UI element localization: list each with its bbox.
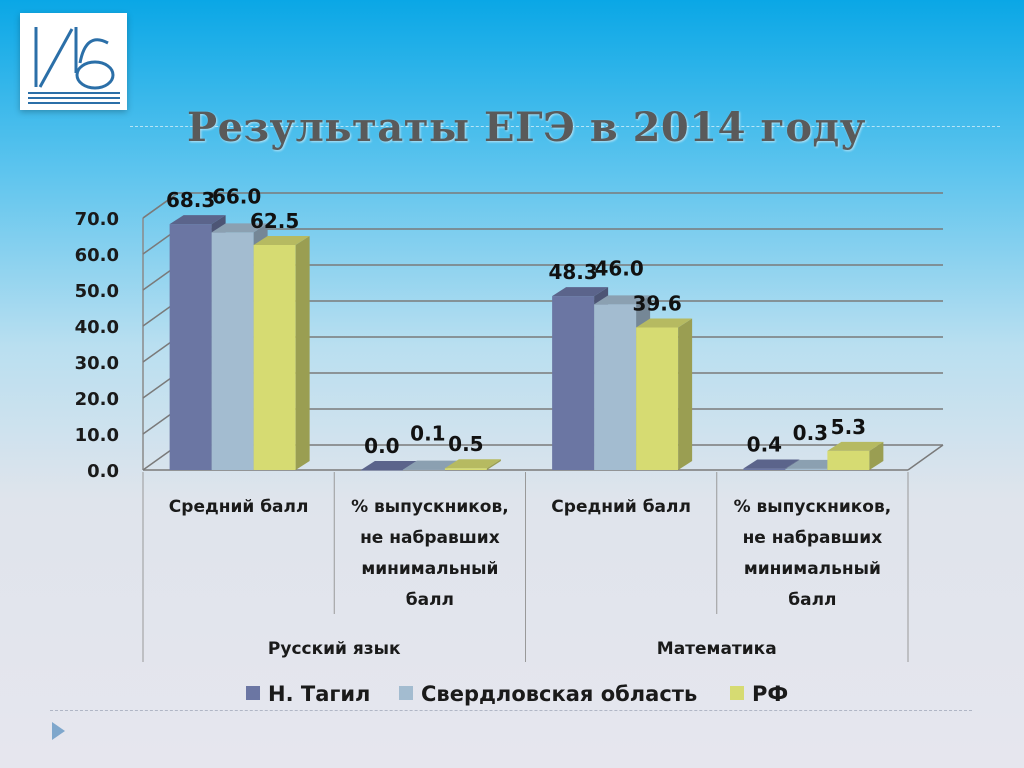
- bar: [827, 450, 870, 470]
- y-axis: 0.0 10.0 20.0 30.0 40.0 50.0 60.0 70.0: [75, 209, 119, 482]
- bar-top: [444, 459, 501, 469]
- data-label: 39.6: [632, 291, 681, 315]
- bar-side: [295, 236, 310, 470]
- y-tick-label: 0.0: [87, 461, 119, 482]
- data-label: 48.3: [548, 260, 597, 284]
- bar-top: [743, 459, 800, 469]
- bar: [169, 224, 212, 470]
- category-axis: Средний балл % выпускников, не набравших ми…: [142, 472, 909, 662]
- bar-top: [211, 223, 268, 233]
- header-divider: [130, 126, 1000, 127]
- bar: [785, 468, 828, 470]
- y-tick-label: 30.0: [75, 353, 119, 374]
- y-tick-label: 10.0: [75, 425, 119, 446]
- chart-bars: [169, 215, 884, 471]
- category-label: % выпускников, не набравших минимальный бал…: [734, 497, 892, 610]
- bar: [211, 232, 254, 470]
- bar-top: [402, 460, 459, 470]
- legend-label: Свердловская область: [421, 682, 697, 706]
- gridline-depth: [142, 192, 179, 219]
- category-label: Средний балл: [169, 497, 309, 517]
- next-slide-icon[interactable]: [52, 722, 65, 740]
- logo-mark-icon: [28, 27, 120, 104]
- legend-swatch: [730, 686, 744, 700]
- data-label: 0.1: [410, 422, 445, 446]
- bar-top: [360, 461, 417, 470]
- y-tick-label: 20.0: [75, 389, 119, 410]
- legend-label: РФ: [752, 682, 788, 706]
- data-label: 0.3: [793, 421, 828, 445]
- y-tick-label: 50.0: [75, 281, 119, 302]
- y-tick-label: 60.0: [75, 245, 119, 266]
- bar: [253, 245, 296, 470]
- bar: [552, 296, 595, 470]
- data-labels: 68.3 0.0 48.3 0.4 66.0 0.1 46.0 0.3 62.5 0.5 39.6 5…: [166, 184, 866, 458]
- bar: [444, 468, 487, 470]
- footer-divider: [50, 710, 972, 711]
- category-label: Средний балл: [551, 497, 691, 517]
- bar-top: [552, 287, 609, 297]
- data-label: 46.0: [594, 256, 643, 280]
- category-label: % выпускников, не набравших минимальный бал…: [351, 497, 509, 610]
- group-label: Математика: [657, 639, 777, 659]
- bar-top: [169, 215, 226, 225]
- data-label: 68.3: [166, 188, 215, 212]
- bar: [360, 470, 403, 471]
- bar-top: [636, 318, 693, 328]
- bar-side: [486, 459, 501, 470]
- data-label: 62.5: [250, 209, 299, 233]
- logo: [20, 13, 127, 110]
- bar-side: [869, 441, 884, 470]
- chart-legend: Н. Тагил Свердловская область РФ: [246, 682, 788, 706]
- bar-side: [678, 318, 693, 470]
- y-tick-label: 70.0: [75, 209, 119, 230]
- floor-right-edge: [907, 444, 944, 471]
- data-label: 0.0: [364, 434, 399, 458]
- y-tick-label: 40.0: [75, 317, 119, 338]
- page-title: Результаты ЕГЭ в 2014 году: [187, 104, 866, 151]
- data-label: 0.4: [747, 433, 782, 457]
- bar: [402, 469, 445, 471]
- legend-label: Н. Тагил: [268, 682, 370, 706]
- legend-swatch: [246, 686, 260, 700]
- data-label: 5.3: [831, 415, 866, 439]
- bar-top: [827, 441, 884, 451]
- group-label: Русский язык: [268, 639, 401, 659]
- bar-top: [253, 236, 310, 245]
- bar: [743, 468, 786, 470]
- bar: [636, 327, 679, 470]
- legend-swatch: [399, 686, 413, 700]
- bar-top: [594, 295, 651, 305]
- data-label: 66.0: [212, 184, 261, 208]
- data-label: 0.5: [448, 432, 483, 456]
- bar: [594, 304, 637, 470]
